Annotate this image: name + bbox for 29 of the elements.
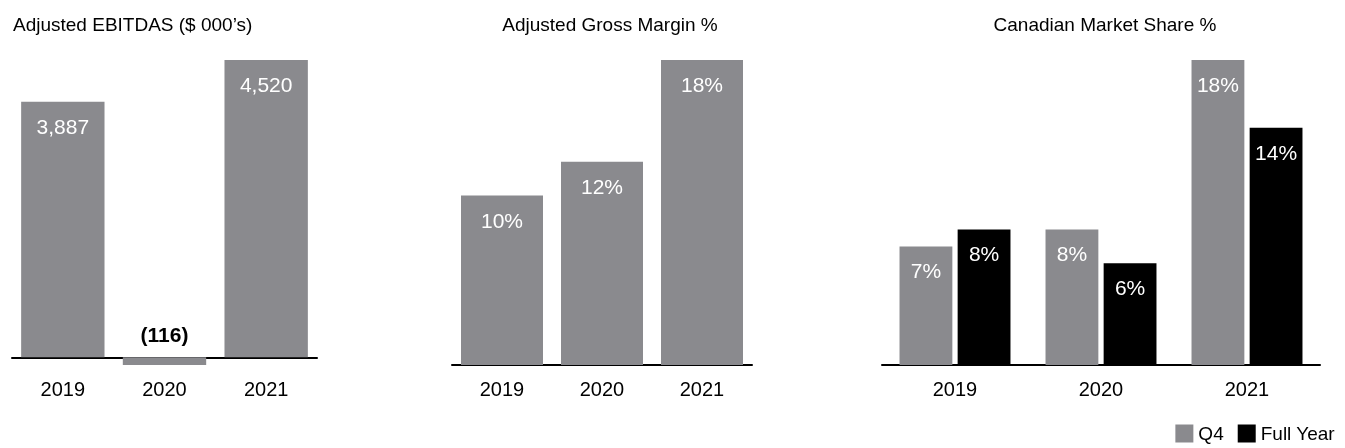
x-tick-label: 2021 xyxy=(679,378,725,400)
x-tick-label: 2020 xyxy=(142,378,187,400)
x-tick-label: 2020 xyxy=(579,378,625,400)
data-label: 8% xyxy=(968,242,1000,266)
legend-label: Full Year xyxy=(1260,423,1336,444)
chart-title: Adjusted EBITDAS ($ 000’s) xyxy=(13,14,253,35)
x-tick-label: 2019 xyxy=(40,378,86,400)
x-tick-label: 2020 xyxy=(1078,378,1124,400)
legend-label: Q4 xyxy=(1198,423,1225,444)
bar xyxy=(899,246,953,365)
data-label: 3,887 xyxy=(36,114,90,138)
x-tick-label: 2021 xyxy=(243,378,289,400)
data-label: 8% xyxy=(1056,242,1088,266)
chart-title: Canadian Market Share % xyxy=(993,14,1217,35)
x-tick-label: 2019 xyxy=(932,378,978,400)
data-label: 7% xyxy=(910,259,942,283)
x-tick-label: 2021 xyxy=(1224,378,1270,400)
chart-title: Adjusted Gross Margin % xyxy=(502,14,718,35)
data-label: (116) xyxy=(140,323,189,347)
x-tick-label: 2019 xyxy=(479,378,525,400)
data-label: 4,520 xyxy=(239,73,293,96)
data-label: 18% xyxy=(680,73,724,96)
data-label: 12% xyxy=(580,174,624,198)
data-label: 10% xyxy=(480,208,524,232)
bar xyxy=(1191,60,1245,365)
data-label: 6% xyxy=(1114,276,1146,300)
bar xyxy=(1045,229,1099,365)
data-label: 18% xyxy=(1196,73,1239,96)
data-label: 14% xyxy=(1255,140,1298,164)
